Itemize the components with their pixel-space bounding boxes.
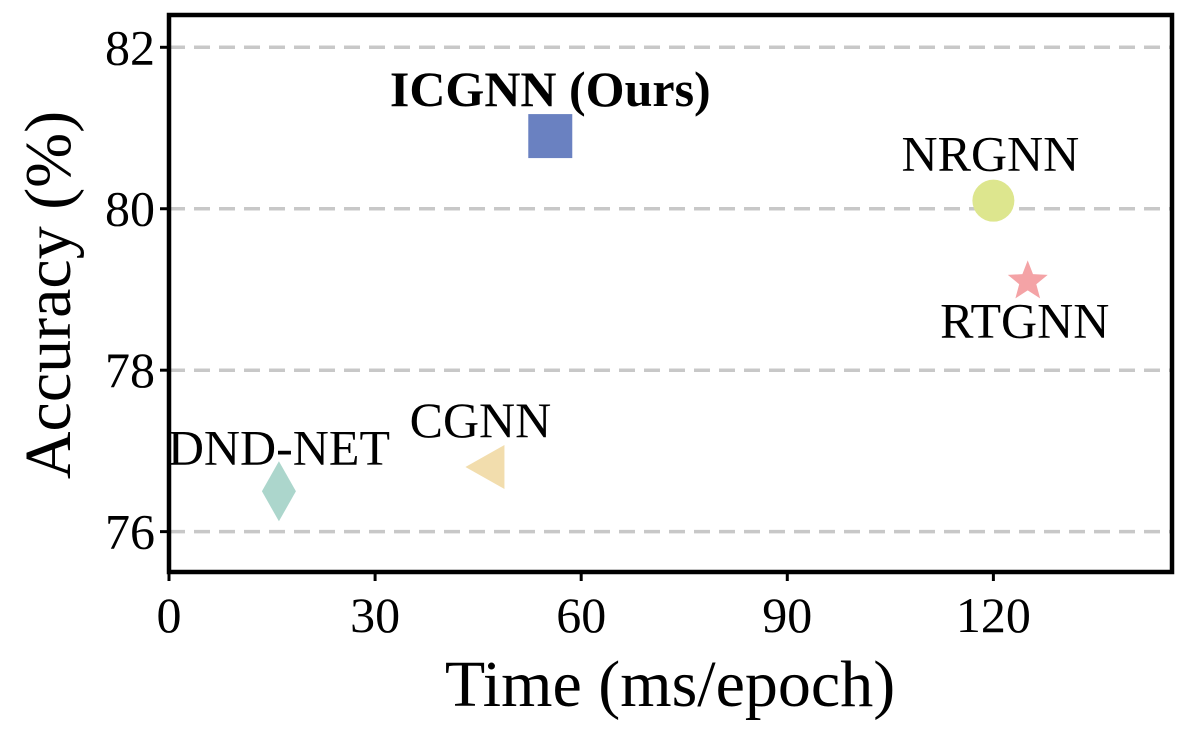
x-axis-title: Time (ms/epoch) (445, 648, 895, 721)
label-icgnn-ours: ICGNN (Ours) (390, 61, 711, 117)
marker-icgnn-ours (528, 114, 573, 159)
x-tick-label-0: 0 (157, 587, 182, 643)
x-tick-label-120: 120 (956, 587, 1031, 643)
label-rtgnn: RTGNN (940, 292, 1109, 348)
x-tick-label-90: 90 (762, 587, 812, 643)
y-tick-label-78: 78 (105, 342, 155, 398)
x-tick-label-60: 60 (556, 587, 606, 643)
marker-cgnn (465, 445, 505, 490)
point-labels: ICGNN (Ours) NRGNN RTGNN CGNN DND-NET (168, 61, 1110, 475)
x-tick-label-30: 30 (350, 587, 400, 643)
marker-rtgnn (1007, 260, 1048, 299)
y-tick-label-76: 76 (105, 504, 155, 560)
y-axis-title: Accuracy (%) (12, 111, 85, 479)
axis-ticks: 76 78 80 82 0 30 60 90 120 (105, 19, 1031, 643)
label-nrgnn: NRGNN (901, 126, 1079, 182)
marker-dnd-net (261, 461, 296, 522)
y-tick-label-82: 82 (105, 19, 155, 75)
data-markers (261, 114, 1048, 522)
marker-nrgnn (972, 179, 1015, 222)
y-tick-label-80: 80 (105, 181, 155, 237)
plot-frame (166, 12, 1175, 575)
label-cgnn: CGNN (410, 392, 552, 448)
label-dnd-net: DND-NET (168, 419, 390, 475)
